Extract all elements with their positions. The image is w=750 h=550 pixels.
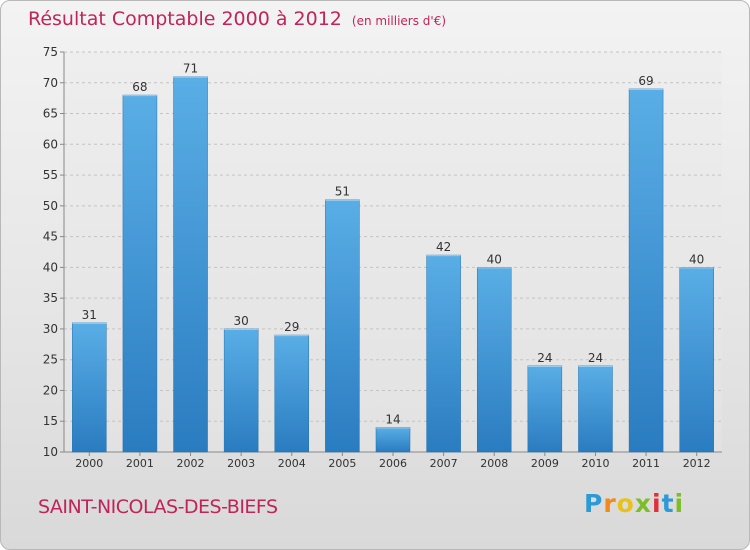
bar-2011 — [628, 88, 664, 453]
chart-title: Résultat Comptable 2000 à 2012 (en millie… — [28, 8, 446, 30]
bar-2006 — [375, 427, 411, 453]
x-tick-label: 2008 — [480, 457, 508, 470]
x-tick-label: 2002 — [177, 457, 205, 470]
bar-2005 — [325, 199, 360, 453]
bar-2002 — [173, 76, 208, 453]
logo-letter: o — [616, 489, 635, 518]
bar-2001 — [122, 94, 158, 453]
y-tick-label: 15 — [43, 414, 58, 428]
y-tick-label: 70 — [43, 76, 58, 90]
commune-name: SAINT-NICOLAS-DES-BIEFS — [38, 496, 278, 518]
bar-2003 — [223, 328, 259, 453]
y-tick-label: 50 — [43, 199, 58, 213]
x-tick-label: 2006 — [379, 457, 407, 470]
x-tick-label: 2004 — [278, 457, 306, 470]
chart-subtitle: (en milliers d'€) — [351, 14, 447, 28]
x-tick-label: 2000 — [75, 457, 103, 470]
y-tick-label: 40 — [43, 260, 58, 274]
y-tick-label: 35 — [43, 291, 58, 305]
bar-2007 — [426, 254, 461, 453]
x-tick-label: 2003 — [227, 457, 255, 470]
plot-area — [64, 52, 722, 452]
logo-letter: r — [603, 489, 617, 518]
data-label: 40 — [487, 252, 502, 266]
chart-title-text: Résultat Comptable 2000 à 2012 — [28, 8, 342, 30]
bar-2008 — [476, 267, 512, 453]
data-label: 42 — [436, 240, 451, 254]
data-label: 31 — [82, 308, 97, 322]
y-tick-label: 10 — [43, 445, 58, 459]
y-tick-label: 75 — [43, 45, 58, 59]
data-label: 68 — [132, 80, 147, 94]
data-label: 71 — [183, 62, 198, 76]
data-label: 30 — [234, 314, 249, 328]
bar-2010 — [578, 365, 613, 453]
x-tick-label: 2005 — [328, 457, 356, 470]
bar-2004 — [274, 334, 310, 453]
x-tick-label: 2012 — [683, 457, 711, 470]
logo-letter: i — [652, 489, 662, 518]
logo-letter: x — [634, 489, 652, 518]
y-tick-label: 30 — [43, 322, 58, 336]
x-tick-label: 2001 — [126, 457, 154, 470]
y-tick-label: 65 — [43, 107, 58, 121]
data-label: 14 — [385, 412, 400, 426]
data-label: 29 — [284, 320, 299, 334]
x-tick-label: 2007 — [430, 457, 458, 470]
logo-letter: i — [674, 489, 685, 518]
y-tick-label: 25 — [43, 353, 58, 367]
proxiti-logo: Proxiti — [584, 489, 684, 518]
logo-letter: t — [661, 489, 675, 518]
data-label: 51 — [335, 185, 350, 199]
logo-letter: P — [584, 489, 604, 518]
bar-2000 — [72, 322, 107, 453]
y-tick-label: 60 — [43, 137, 58, 151]
bar-2012 — [679, 267, 714, 453]
data-label: 24 — [537, 351, 552, 365]
x-tick-label: 2011 — [632, 457, 660, 470]
x-tick-label: 2009 — [531, 457, 559, 470]
x-tick-label: 2010 — [581, 457, 609, 470]
y-tick-label: 45 — [43, 230, 58, 244]
data-label: 40 — [689, 252, 704, 266]
y-tick-label: 20 — [43, 383, 58, 397]
y-tick-label: 55 — [43, 168, 58, 182]
bar-2009 — [527, 365, 563, 453]
data-label: 69 — [638, 74, 653, 88]
data-label: 24 — [588, 351, 603, 365]
